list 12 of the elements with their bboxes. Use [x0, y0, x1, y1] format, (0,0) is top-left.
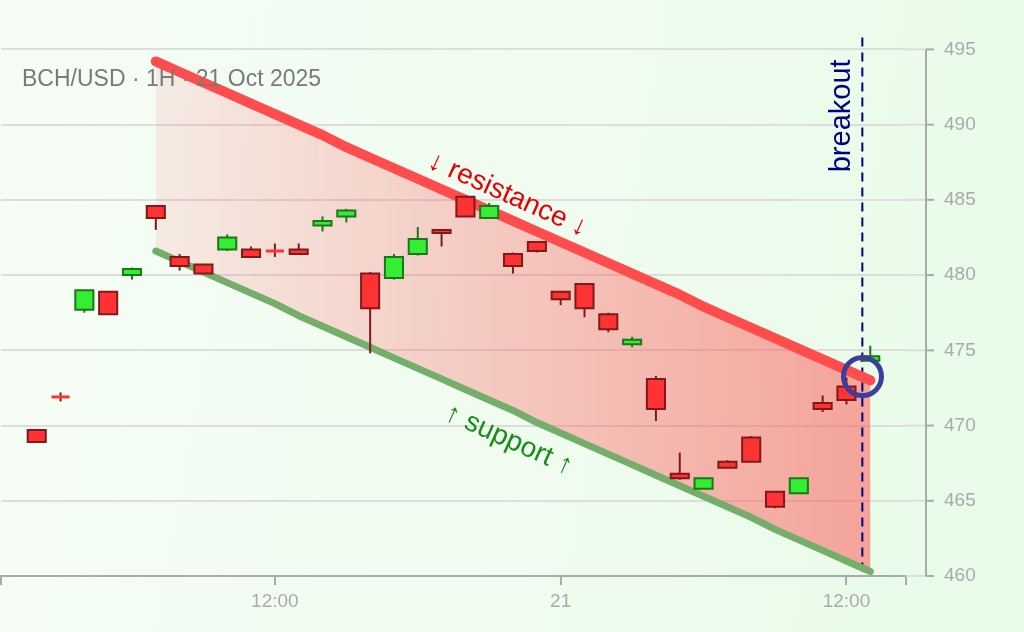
- x-tick-label: 12:00: [251, 589, 299, 611]
- y-tick-label: 495: [944, 37, 976, 59]
- y-tick-label: 490: [944, 112, 976, 134]
- annotation: breakout: [823, 59, 856, 173]
- x-tick-label: 21: [550, 589, 572, 611]
- y-tick-label: 460: [944, 564, 976, 586]
- y-tick-label: 475: [944, 338, 976, 360]
- y-tick-label: 480: [944, 263, 976, 285]
- y-tick-label: 470: [944, 413, 976, 435]
- y-tick-label: 465: [944, 489, 976, 511]
- y-tick-label: 485: [944, 188, 976, 210]
- x-tick-label: 12:00: [822, 589, 871, 611]
